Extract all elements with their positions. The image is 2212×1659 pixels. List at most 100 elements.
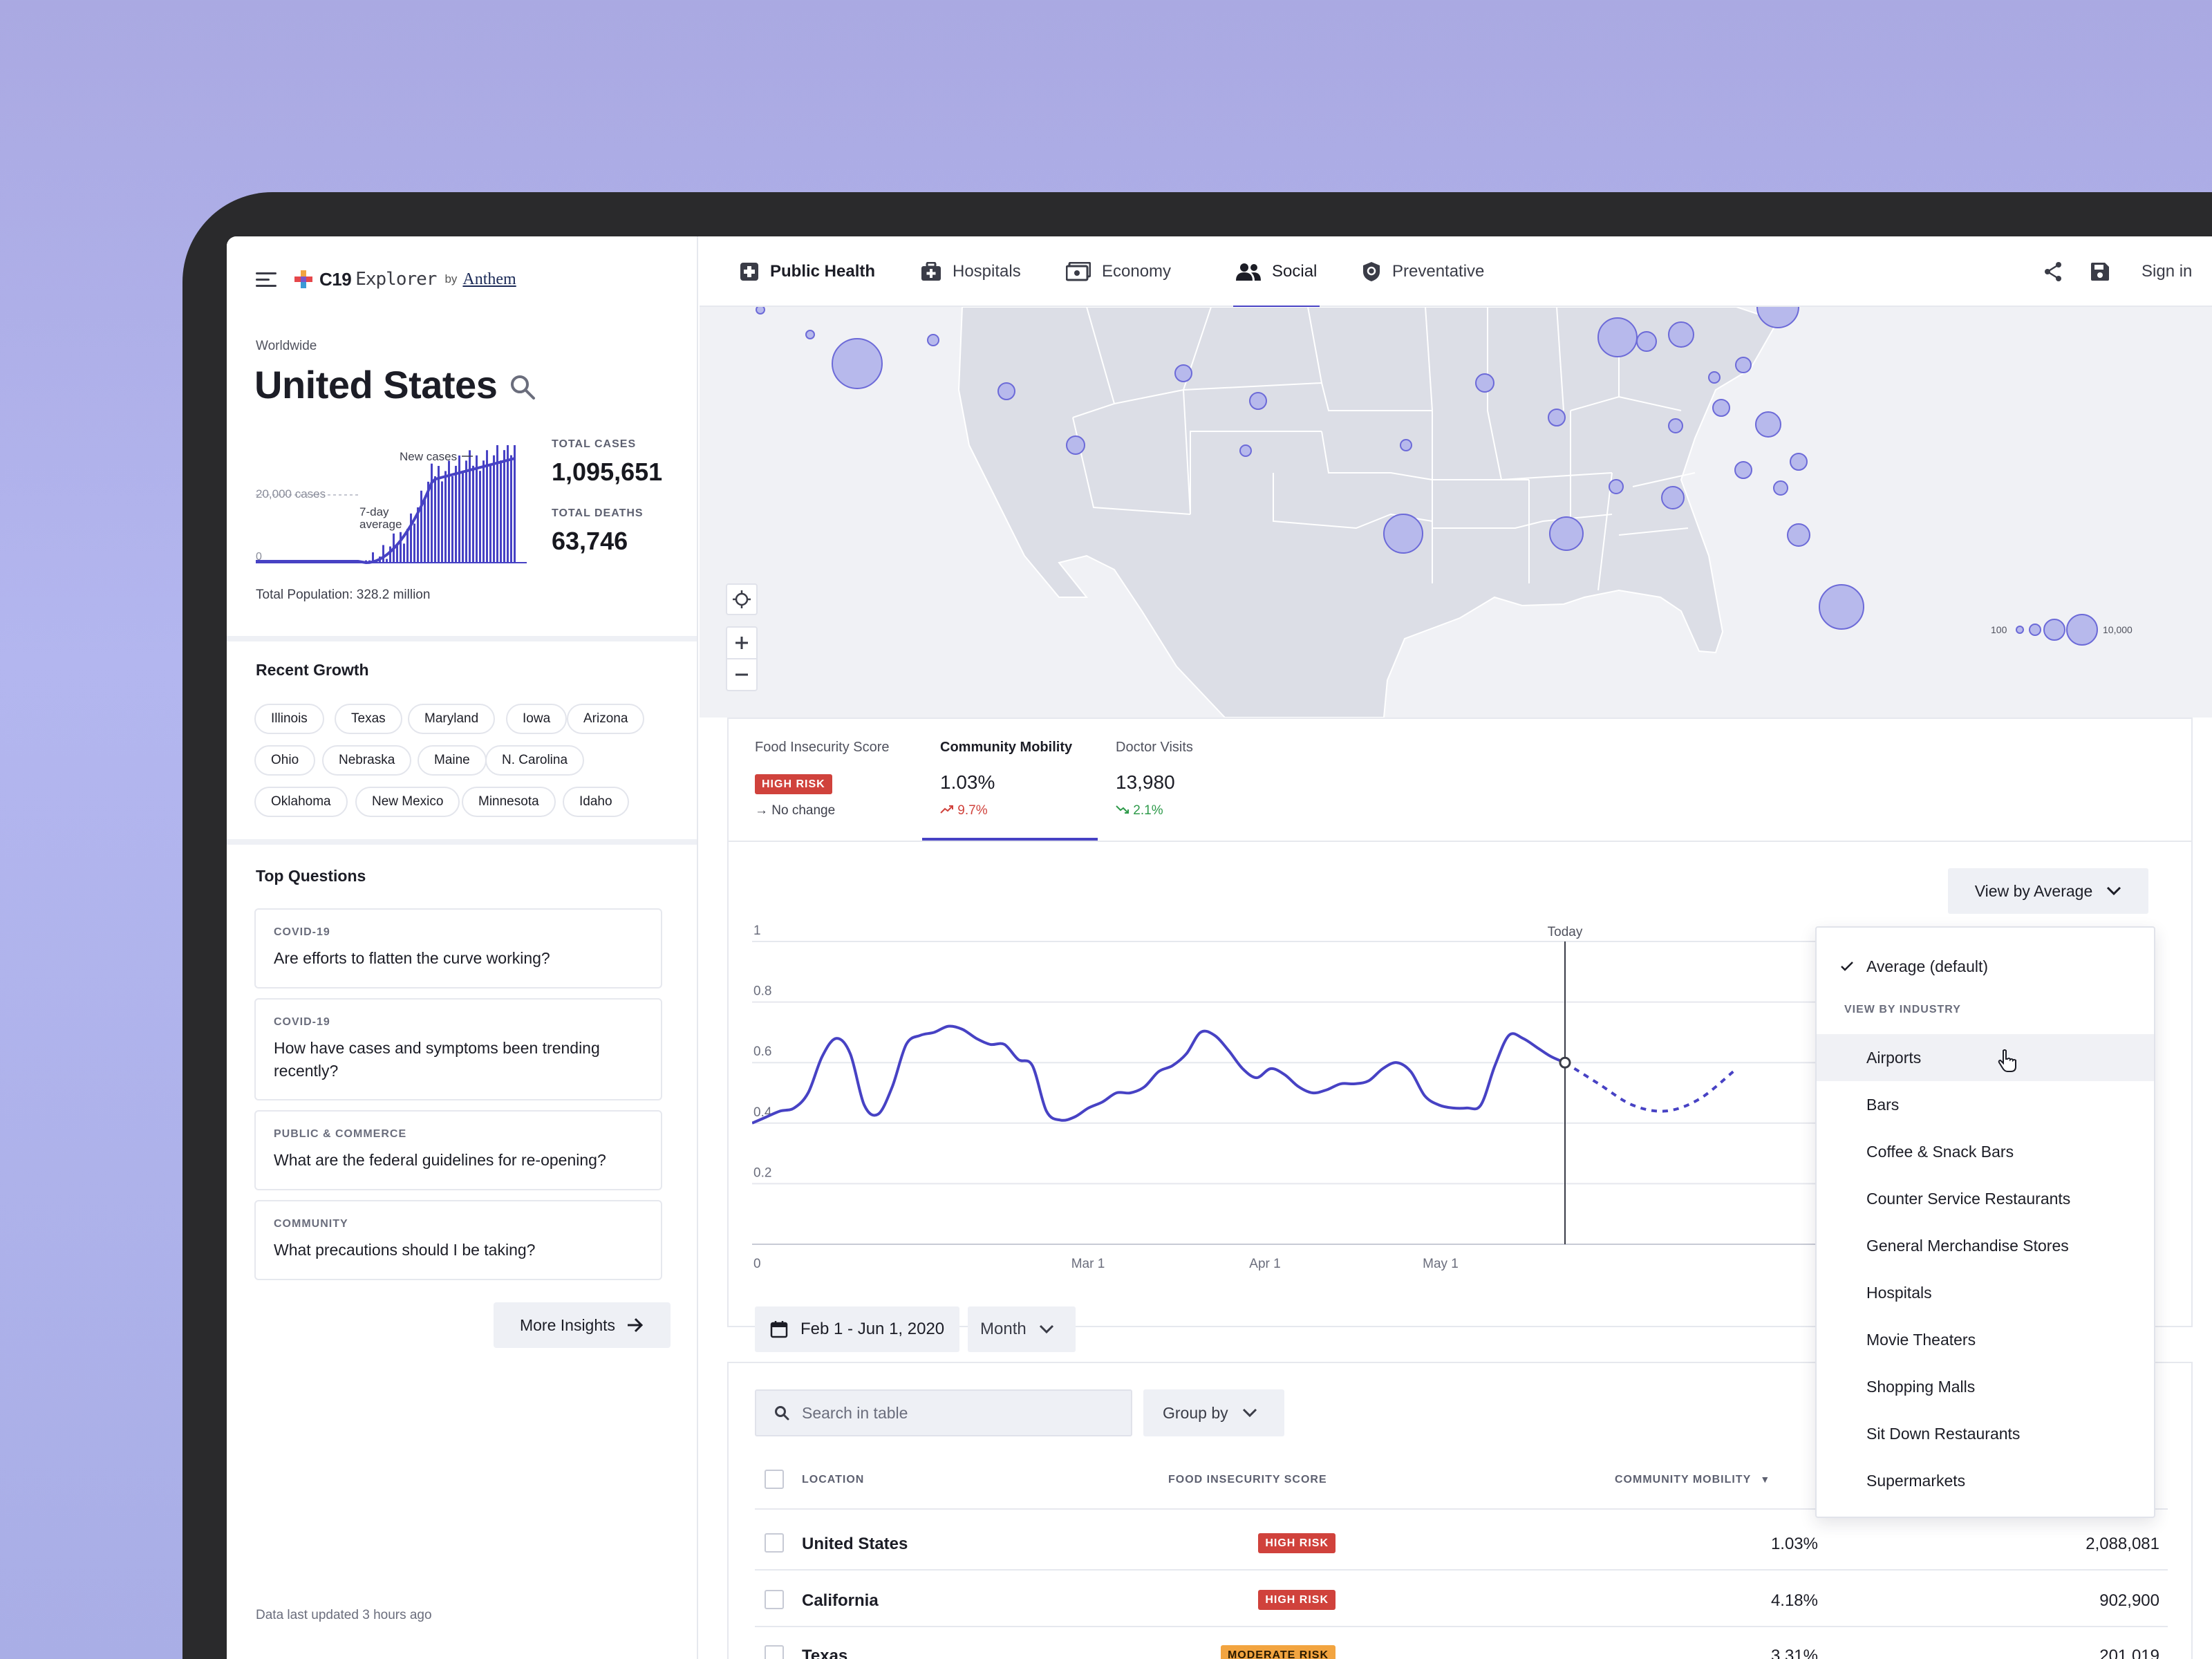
- chip-maryland[interactable]: Maryland: [408, 704, 496, 734]
- menu-item-label: Hospitals: [1866, 1283, 1932, 1302]
- new-cases-bar: [424, 499, 426, 563]
- column-header-location[interactable]: LOCATION: [802, 1474, 865, 1485]
- new-cases-bar: [400, 532, 402, 563]
- legend-bubble: [2016, 626, 2024, 634]
- date-range-picker[interactable]: Feb 1 - Jun 1, 2020: [755, 1306, 959, 1352]
- save-button[interactable]: [2090, 236, 2110, 307]
- question-card[interactable]: PUBLIC & COMMERCE What are the federal g…: [254, 1110, 662, 1190]
- row-checkbox[interactable]: [765, 1645, 784, 1659]
- select-all-checkbox[interactable]: [765, 1470, 784, 1489]
- new-cases-bar: [479, 471, 481, 563]
- locate-button[interactable]: [726, 583, 758, 615]
- chip-new-mexico[interactable]: New Mexico: [355, 787, 460, 817]
- group-by-select[interactable]: Group by: [1143, 1389, 1284, 1436]
- tab-hospitals[interactable]: Hospitals: [921, 236, 1021, 307]
- tab-preventative[interactable]: Preventative: [1362, 236, 1484, 307]
- section-divider: [227, 636, 697, 641]
- top-navigation: Public Health Hospitals Economy Social: [700, 236, 2212, 308]
- tab-social[interactable]: Social: [1232, 236, 1320, 308]
- minus-icon: [735, 673, 748, 676]
- column-header-food-insecurity[interactable]: FOOD INSECURITY SCORE: [1168, 1474, 1327, 1485]
- projection-line: [1564, 1061, 1734, 1113]
- metric-label: Doctor Visits: [1116, 740, 1193, 755]
- question-card[interactable]: COVID-19 Are efforts to flatten the curv…: [254, 908, 662, 988]
- new-cases-bar: [403, 543, 405, 563]
- map-bubble: [1174, 364, 1192, 382]
- metrics-divider: [729, 841, 2191, 842]
- new-cases-bars: [365, 445, 516, 563]
- menu-item-general-merchandise-stores[interactable]: General Merchandise Stores: [1817, 1222, 2154, 1269]
- tab-public-health[interactable]: Public Health: [740, 236, 875, 307]
- y-tick-label: 0.2: [753, 1165, 771, 1180]
- money-icon: [1066, 262, 1091, 281]
- period-select[interactable]: Month: [968, 1306, 1076, 1352]
- menu-item-label: Supermarkets: [1866, 1471, 1966, 1490]
- chip-idaho[interactable]: Idaho: [563, 787, 629, 817]
- question-text: What precautions should I be taking?: [274, 1241, 536, 1259]
- chip-illinois[interactable]: Illinois: [254, 704, 324, 734]
- save-icon: [2091, 263, 2109, 281]
- map-bubble: [1636, 331, 1657, 352]
- tab-economy[interactable]: Economy: [1066, 236, 1171, 307]
- metric-change-text: 2.1%: [1133, 803, 1163, 818]
- search-input[interactable]: [802, 1403, 1106, 1423]
- menu-item-sit-down-restaurants[interactable]: Sit Down Restaurants: [1817, 1410, 2154, 1457]
- menu-item-average[interactable]: Average (default): [1817, 943, 2154, 990]
- sign-in-link[interactable]: Sign in: [2141, 262, 2193, 281]
- view-by-select[interactable]: View by Average: [1948, 868, 2148, 914]
- chip-nebraska[interactable]: Nebraska: [322, 745, 412, 776]
- map-bubble: [1734, 461, 1752, 479]
- chip-oklahoma[interactable]: Oklahoma: [254, 787, 348, 817]
- chip-minnesota[interactable]: Minnesota: [462, 787, 556, 817]
- metric-community-mobility[interactable]: Community Mobility 1.03% 9.7%: [922, 719, 1098, 841]
- menu-item-bars[interactable]: Bars: [1817, 1081, 2154, 1128]
- series-line: [752, 1024, 1566, 1125]
- menu-item-movie-theaters[interactable]: Movie Theaters: [1817, 1316, 2154, 1363]
- question-card[interactable]: COMMUNITY What precautions should I be t…: [254, 1200, 662, 1280]
- search-icon[interactable]: [509, 373, 536, 401]
- x-tick-label: Mar 1: [1071, 1257, 1105, 1271]
- tab-label: Public Health: [770, 262, 876, 281]
- chip-maine[interactable]: Maine: [418, 745, 487, 776]
- zoom-out-button[interactable]: [726, 658, 758, 691]
- brand-name: C19: [319, 268, 352, 290]
- menu-item-shopping-malls[interactable]: Shopping Malls: [1817, 1363, 2154, 1410]
- menu-item-airports[interactable]: Airports: [1817, 1034, 2154, 1081]
- chip-ohio[interactable]: Ohio: [254, 745, 316, 776]
- seven-day-average-line: [256, 457, 516, 565]
- metric-food-insecurity[interactable]: Food Insecurity Score HIGH RISK → No cha…: [755, 719, 921, 841]
- chip-iowa[interactable]: Iowa: [506, 704, 568, 734]
- community-mobility-chart[interactable]: 00.20.40.60.81 Mar 1 Apr 1 May 1 Today: [752, 919, 1830, 1279]
- y-tick-label: 0: [753, 1257, 761, 1271]
- partner-logo[interactable]: Anthem: [462, 270, 516, 288]
- question-card[interactable]: COVID-19 How have cases and symptoms bee…: [254, 998, 662, 1100]
- share-button[interactable]: [2043, 236, 2063, 307]
- zoom-in-button[interactable]: [726, 626, 758, 659]
- column-header-label: COMMUNITY MOBILITY: [1615, 1474, 1751, 1485]
- y-tick-label: 0.6: [753, 1044, 771, 1059]
- column-header-community-mobility[interactable]: COMMUNITY MOBILITY ▼: [1615, 1474, 1770, 1486]
- chip-arizona[interactable]: Arizona: [567, 704, 645, 734]
- more-insights-button[interactable]: More Insights: [494, 1302, 671, 1348]
- new-cases-bar: [410, 513, 412, 563]
- menu-item-coffee-snack-bars[interactable]: Coffee & Snack Bars: [1817, 1128, 2154, 1175]
- table-search[interactable]: [755, 1389, 1132, 1436]
- chip-n-carolina[interactable]: N. Carolina: [485, 745, 585, 776]
- chip-texas[interactable]: Texas: [335, 704, 402, 734]
- collapse-menu-icon[interactable]: [256, 271, 279, 288]
- row-divider: [755, 1626, 2168, 1627]
- menu-item-counter-service-restaurants[interactable]: Counter Service Restaurants: [1817, 1175, 2154, 1222]
- new-cases-bar: [496, 445, 498, 563]
- row-checkbox[interactable]: [765, 1533, 784, 1553]
- metric-doctor-visits[interactable]: Doctor Visits 13,980 2.1%: [1098, 719, 1264, 841]
- view-by-dropdown-menu: Average (default) VIEW BY INDUSTRY Airpo…: [1815, 926, 2155, 1518]
- share-icon: [2045, 262, 2061, 281]
- menu-item-supermarkets[interactable]: Supermarkets: [1817, 1457, 2154, 1504]
- map-bubble: [1790, 453, 1808, 471]
- row-checkbox[interactable]: [765, 1590, 784, 1609]
- new-cases-bar: [444, 471, 447, 563]
- map-bubble: [1756, 307, 1799, 328]
- bubble-map[interactable]: 100 10,000: [700, 307, 2212, 718]
- menu-item-hospitals[interactable]: Hospitals: [1817, 1269, 2154, 1316]
- new-cases-bar: [507, 445, 509, 563]
